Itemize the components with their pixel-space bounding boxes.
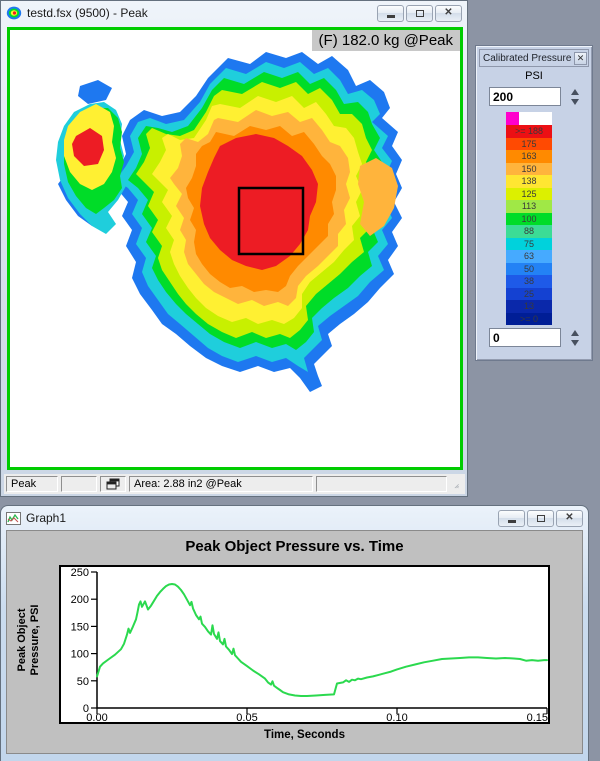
overflow-blank-chip: [519, 112, 552, 125]
app-icon: [6, 6, 22, 20]
graph-icon: [6, 511, 21, 525]
chart-plot-area: 0 50 100 150 200 250 0.00 0.05 0.10 0.15: [59, 565, 550, 724]
pressure-map-canvas[interactable]: (F) 182.0 kg @Peak: [7, 27, 463, 470]
spin-up-icon[interactable]: [571, 329, 579, 336]
spin-down-icon[interactable]: [571, 339, 579, 346]
pressure-time-series: [96, 583, 548, 697]
x-tick-label: 0.00: [86, 712, 107, 724]
close-icon: ✕: [444, 7, 453, 18]
map-statusbar: Peak Area: 2.88 in2 @Peak: [4, 474, 465, 494]
ylabel-line2: Pressure, PSI: [29, 604, 41, 676]
chart-axes: [96, 572, 547, 709]
legend-band: 88: [506, 225, 552, 238]
map-window-title: testd.fsx (9500) - Peak: [27, 6, 148, 20]
cascade-windows-icon: [106, 478, 120, 490]
chart-y-axis-label: Peak Object Pressure, PSI: [16, 570, 42, 710]
map-region-red-hexagon: [72, 128, 104, 166]
y-tick-label: 50: [77, 676, 89, 688]
overflow-color-chip: [506, 112, 519, 125]
calibrated-pressure-panel: Calibrated Pressure ✕ PSI >= 18817516315…: [475, 45, 593, 361]
spin-up-icon[interactable]: [571, 88, 579, 95]
min-pressure-stepper[interactable]: [571, 329, 579, 346]
min-pressure-input[interactable]: [489, 328, 561, 347]
legend-band: 38: [506, 275, 552, 288]
status-blank-pane-2: [316, 476, 447, 492]
legend-units-label: PSI: [525, 70, 543, 82]
maximize-icon: [536, 514, 545, 522]
legend-band: >= 188: [506, 125, 552, 138]
legend-band: 50: [506, 262, 552, 275]
chart-title: Peak Object Pressure vs. Time: [185, 538, 404, 555]
x-tick-label: 0.10: [386, 712, 407, 724]
legend-band: 75: [506, 237, 552, 250]
max-pressure-input[interactable]: [489, 87, 561, 106]
y-tick-label: 150: [71, 621, 89, 633]
map-window-titlebar[interactable]: testd.fsx (9500) - Peak ✕: [1, 1, 467, 25]
roi-square[interactable]: [237, 186, 305, 256]
map-region-red-core: [200, 134, 318, 270]
maximize-button[interactable]: [527, 509, 554, 527]
map-region-blue-arm-top: [78, 80, 112, 104]
close-button[interactable]: ✕: [435, 4, 462, 22]
legend-band: 100: [506, 212, 552, 225]
close-icon: ✕: [576, 52, 585, 63]
map-region-amber-right-patch: [358, 158, 398, 236]
y-tick-label: 0: [83, 703, 89, 715]
legend-band: 63: [506, 250, 552, 263]
spin-down-icon[interactable]: [571, 98, 579, 105]
force-readout: (F) 182.0 kg @Peak: [311, 30, 460, 51]
graph-content: Peak Object Pressure vs. Time Peak Objec…: [6, 530, 583, 754]
x-tick-label: 0.15: [527, 712, 548, 724]
ylabel-line1: Peak Object: [16, 608, 28, 672]
legend-band: 175: [506, 137, 552, 150]
status-area: Area: 2.88 in2 @Peak: [129, 476, 313, 492]
legend-bands: >= 188 175 163 150 138 125 113 100 88 75 63 50 38 25 1…: [506, 125, 552, 325]
chart-canvas: 0 50 100 150 200 250 0.00 0.05 0.10 0.15: [71, 567, 548, 724]
legend-close-button[interactable]: ✕: [574, 51, 587, 65]
map-window: testd.fsx (9500) - Peak ✕ (F): [0, 0, 468, 497]
max-pressure-stepper[interactable]: [571, 88, 579, 105]
y-tick-label: 250: [71, 567, 89, 579]
legend-band: >= 0: [506, 312, 552, 325]
maximize-button[interactable]: [406, 4, 433, 22]
x-tick-label: 0.05: [236, 712, 257, 724]
legend-band: 138: [506, 175, 552, 188]
pressure-map: [56, 52, 402, 392]
legend-band: 25: [506, 287, 552, 300]
status-blank-pane: [61, 476, 97, 492]
y-tick-label: 200: [71, 594, 89, 606]
legend-band: 113: [506, 200, 552, 213]
close-button[interactable]: ✕: [556, 509, 583, 527]
graph-window-title: Graph1: [26, 511, 67, 525]
legend-band: 125: [506, 187, 552, 200]
status-mode: Peak: [6, 476, 58, 492]
minimize-icon: [507, 520, 516, 523]
maximize-icon: [415, 9, 424, 17]
legend-band: 13: [506, 300, 552, 313]
graph-window-titlebar[interactable]: Graph1 ✕: [1, 506, 588, 530]
close-icon: ✕: [565, 512, 574, 523]
legend-band: 163: [506, 150, 552, 163]
y-tick-label: 100: [71, 649, 89, 661]
chart-x-axis-label: Time, Seconds: [264, 729, 345, 741]
minimize-icon: [386, 15, 395, 18]
status-icon-pane: [100, 476, 126, 492]
legend-band: 150: [506, 162, 552, 175]
legend-panel-titlebar[interactable]: Calibrated Pressure ✕: [479, 49, 589, 67]
graph-window: Graph1 ✕ Peak Object Pressure vs. Time P…: [0, 505, 589, 761]
legend-panel-title: Calibrated Pressure: [483, 52, 572, 64]
minimize-button[interactable]: [377, 4, 404, 22]
minimize-button[interactable]: [498, 509, 525, 527]
overflow-chip-row: [506, 112, 552, 125]
resize-grip[interactable]: [450, 476, 463, 492]
